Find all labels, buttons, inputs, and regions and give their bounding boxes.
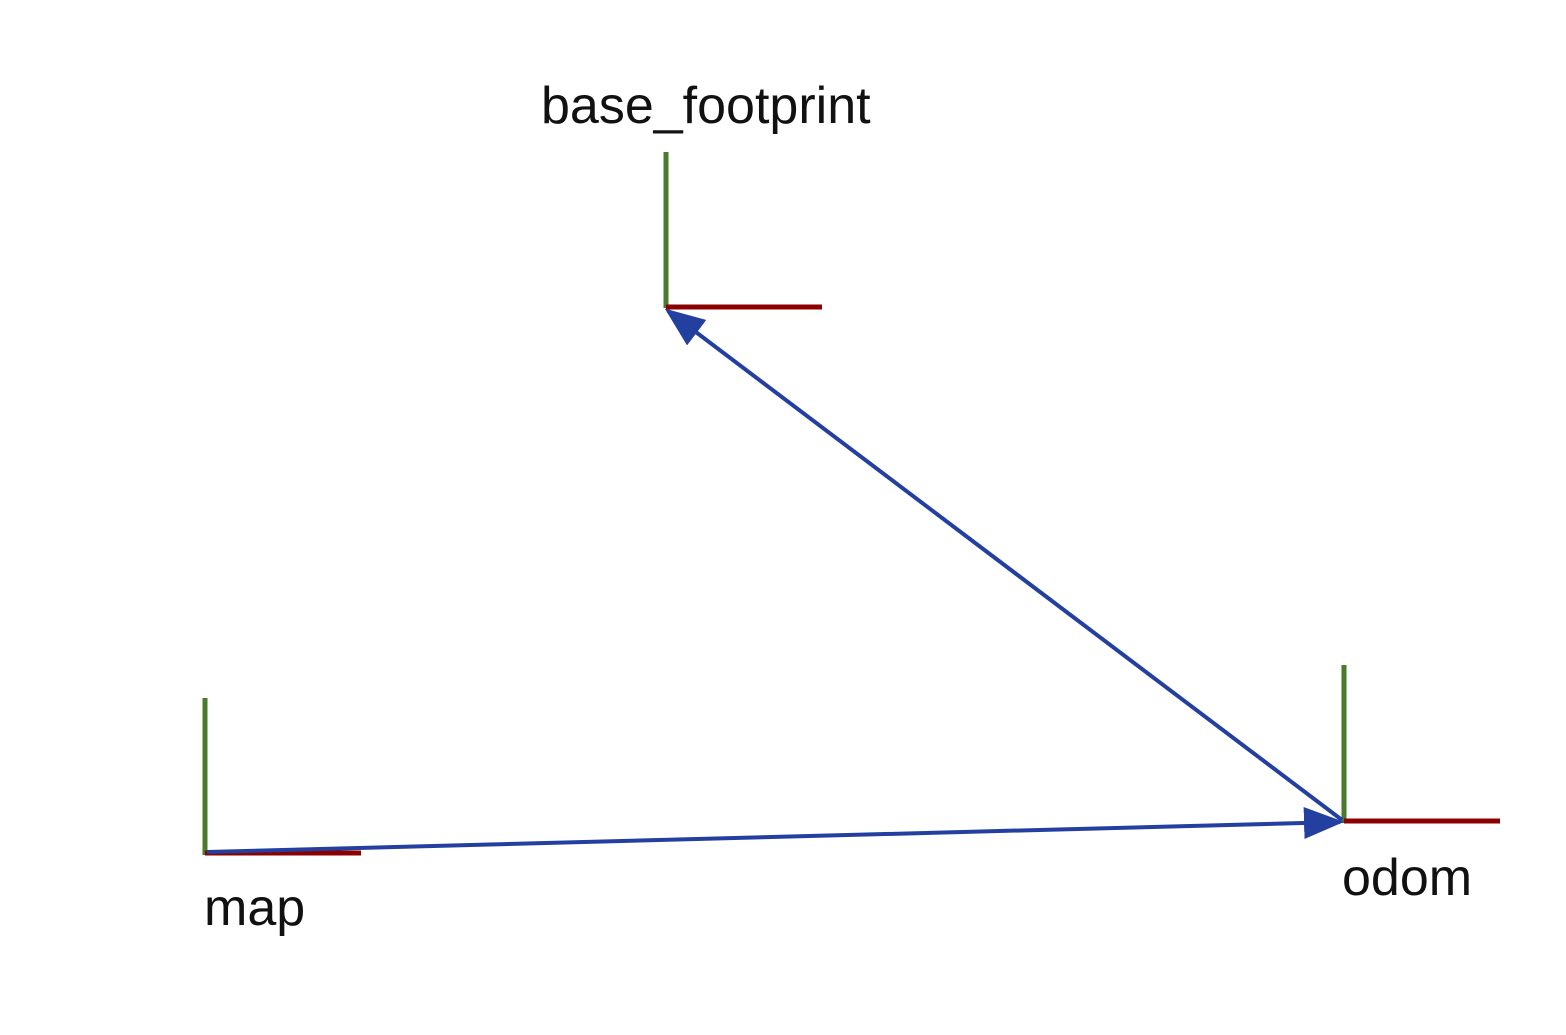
base-footprint-label: base_footprint: [541, 77, 871, 135]
map-label: map: [204, 879, 305, 937]
odom-label: odom: [1342, 849, 1472, 907]
frame-odom: odom: [1341, 665, 1500, 907]
frame-map: map: [202, 698, 361, 937]
frame-base-footprint: base_footprint: [541, 77, 871, 310]
transform-arrow-odom-to-base-footprint: [664, 308, 1344, 822]
transform-arrow-map-to-odom: [206, 806, 1344, 854]
